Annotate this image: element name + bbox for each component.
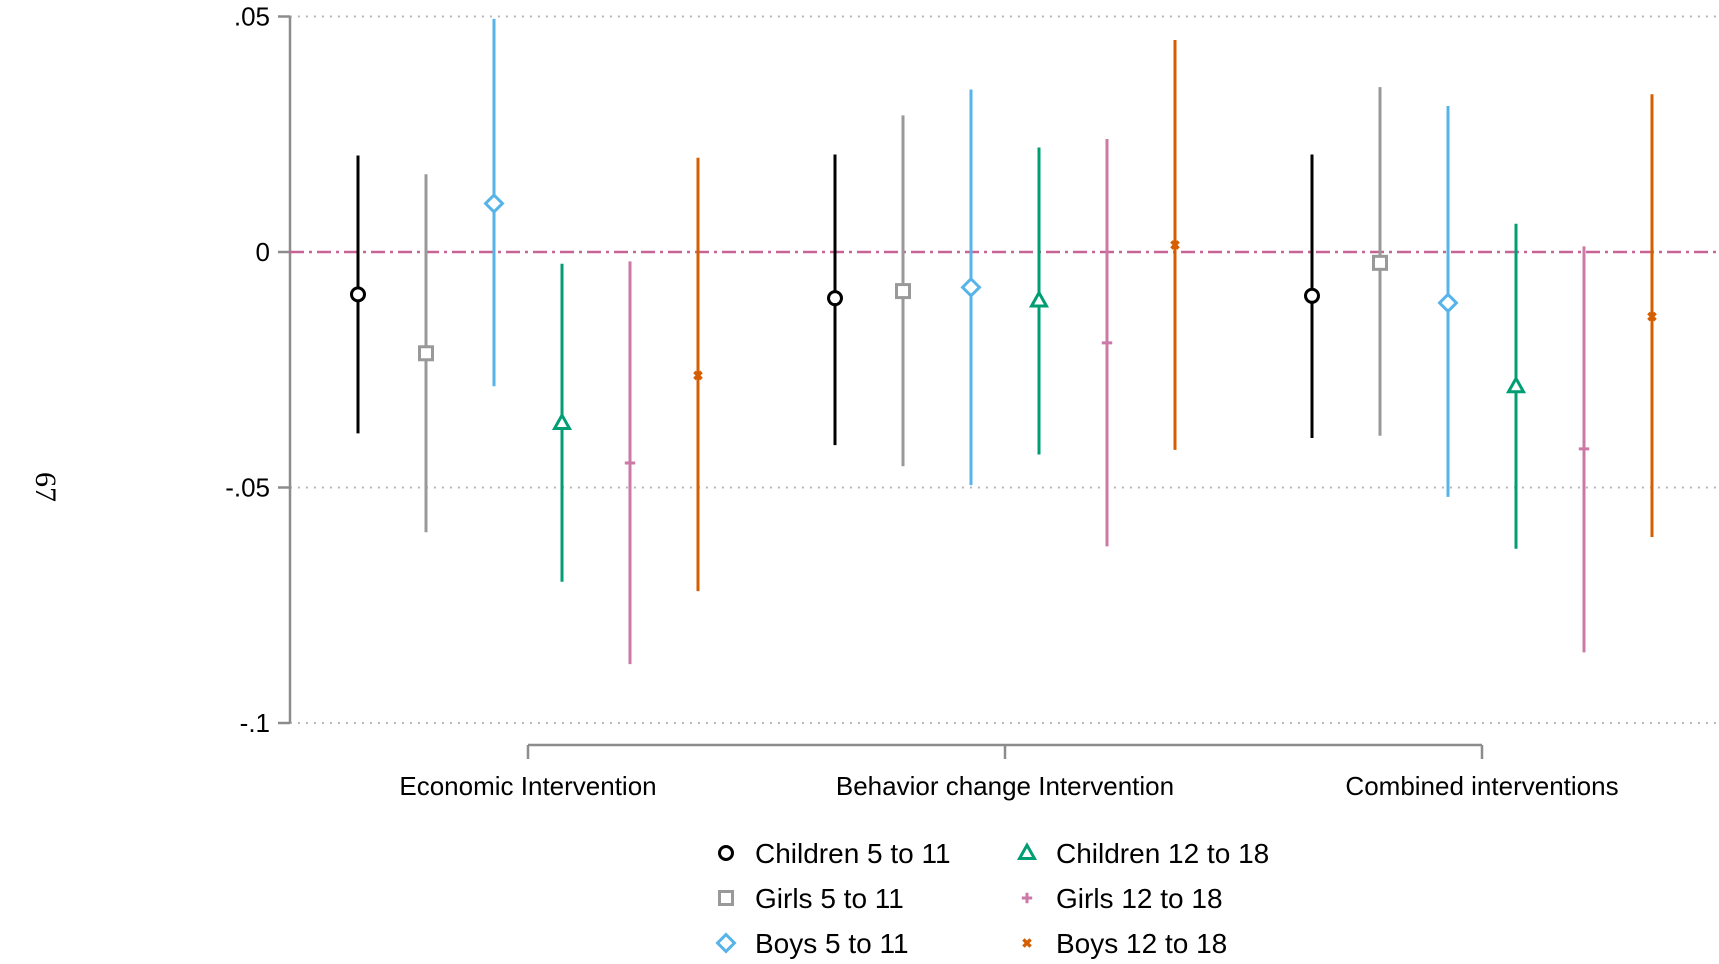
legend-marker — [715, 932, 737, 954]
gridlines — [290, 15, 1719, 724]
point-children-5-to-11 — [350, 286, 366, 303]
point-boys-5-to-11 — [960, 276, 982, 298]
marker-backdrop — [1442, 296, 1454, 309]
y-tick-label: .05 — [234, 2, 270, 32]
marker-backdrop — [1374, 256, 1386, 269]
marker-backdrop — [352, 288, 364, 301]
point-boys-5-to-11 — [1437, 292, 1459, 314]
point-boys-12-to-18 — [1647, 311, 1657, 322]
legend-label: Girls 12 to 18 — [1056, 883, 1223, 914]
legend-label: Boys 5 to 11 — [755, 928, 909, 959]
y-axis: .05 0 -.05 -.1 — [225, 2, 292, 738]
point-girls-5-to-11 — [418, 345, 434, 362]
legend-marker — [1022, 938, 1032, 948]
legend-marker — [1021, 892, 1033, 904]
marker-backdrop — [965, 281, 977, 294]
point-boys-12-to-18 — [693, 370, 703, 381]
legend: Children 5 to 11 Girls 5 to 11 Boys 5 to 1… — [715, 838, 1269, 959]
point-girls-5-to-11 — [1372, 254, 1388, 271]
legend-marker — [718, 845, 734, 861]
legend-label: Children 5 to 11 — [755, 838, 951, 869]
point-children-12-to-18 — [1028, 289, 1050, 308]
point-girls-5-to-11 — [895, 283, 911, 300]
y-tick-label: 0 — [256, 237, 270, 267]
legend-marker — [1016, 842, 1038, 861]
y-tick-label: -.1 — [240, 708, 270, 738]
point-girls-12-to-18 — [1578, 443, 1590, 455]
legend-label: Children 12 to 18 — [1056, 838, 1269, 869]
point-children-5-to-11 — [827, 290, 843, 307]
marker-backdrop — [420, 347, 432, 360]
series-marks — [350, 18, 1657, 665]
legend-marker — [718, 890, 734, 906]
point-girls-12-to-18 — [624, 457, 636, 469]
point-children-12-to-18 — [1505, 375, 1527, 394]
page-number: 67 — [29, 472, 62, 502]
y-tick-label: -.05 — [225, 473, 270, 503]
point-children-12-to-18 — [551, 412, 573, 430]
point-girls-12-to-18 — [1101, 337, 1113, 349]
group-axis: Economic Intervention Behavior change Int… — [399, 743, 1619, 801]
legend-label: Girls 5 to 11 — [755, 883, 904, 914]
group-label: Economic Intervention — [399, 771, 656, 801]
legend-label: Boys 12 to 18 — [1056, 928, 1227, 959]
marker-backdrop — [897, 285, 909, 298]
group-label: Behavior change Intervention — [836, 771, 1174, 801]
marker-backdrop — [488, 197, 500, 210]
marker-backdrop — [1306, 289, 1318, 302]
marker-backdrop — [829, 292, 841, 305]
point-boys-5-to-11 — [483, 192, 505, 215]
point-children-5-to-11 — [1304, 287, 1320, 304]
point-boys-12-to-18 — [1170, 240, 1180, 250]
group-label: Combined interventions — [1345, 771, 1618, 801]
